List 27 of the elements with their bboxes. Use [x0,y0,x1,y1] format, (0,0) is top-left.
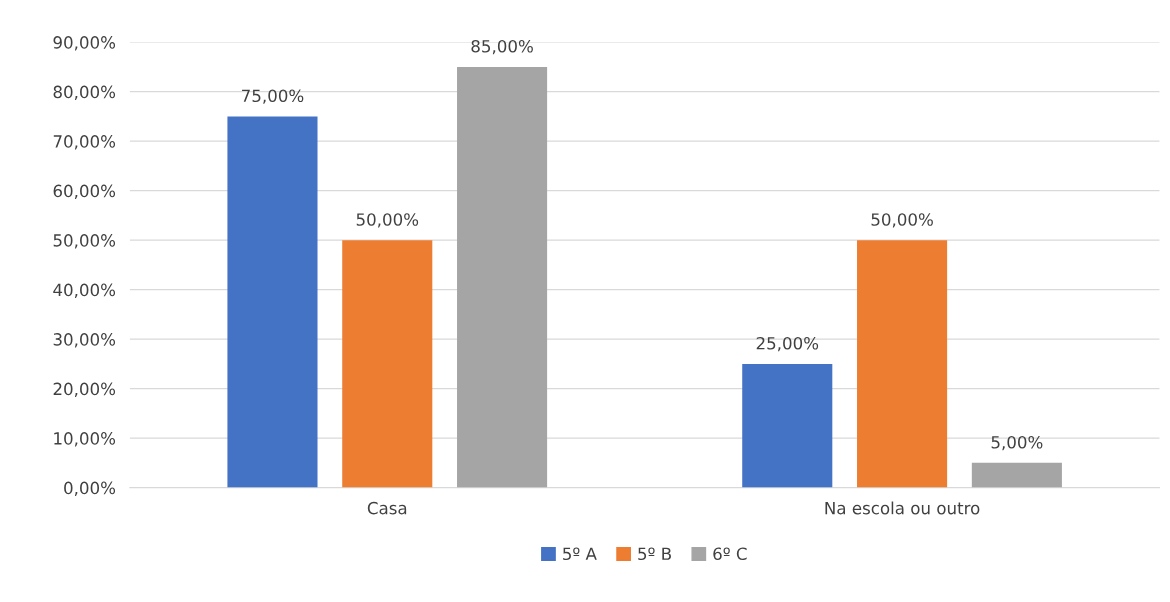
legend-label: 5º A [563,547,597,561]
y-tick-label: 10,00% [54,432,116,447]
data-label: 75,00% [242,89,304,104]
data-label: 50,00% [356,213,419,228]
x-tick-label: Casa [367,501,407,515]
y-tick-label: 50,00% [53,234,116,249]
data-label: 85,00% [471,39,533,55]
bar [227,116,318,488]
bar [742,363,833,488]
legend-label: 5º B [638,547,671,561]
bar [457,66,548,488]
bar [971,462,1062,488]
bar [857,240,948,488]
y-tick-label: 0,00% [64,481,116,496]
x-tick-label: Na escola ou outro [825,501,980,515]
y-tick-label: 30,00% [53,333,116,348]
data-label: 25,00% [756,336,819,352]
data-label: 50,00% [871,213,933,228]
y-tick-label: 20,00% [53,382,116,397]
y-tick-label: 90,00% [53,36,116,51]
y-tick-label: 80,00% [53,85,116,100]
y-tick-label: 70,00% [53,135,116,150]
y-tick-label: 60,00% [53,184,116,199]
bar [342,240,433,488]
legend-label: 6º C [713,547,747,561]
y-tick-label: 40,00% [53,283,116,298]
data-label: 5,00% [991,435,1043,451]
